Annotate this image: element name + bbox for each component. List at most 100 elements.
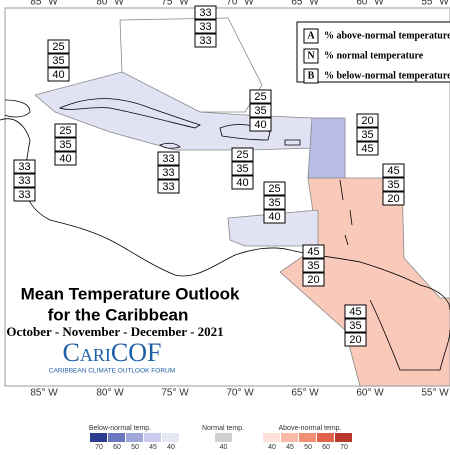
probability: 35 [361, 129, 373, 141]
probability: 25 [254, 91, 266, 103]
colorbar-swatch [215, 433, 232, 442]
longitude-label: 85° W [30, 388, 58, 399]
coastline [159, 142, 181, 149]
logo-tagline: CARIBBEAN CLIMATE OUTLOOK FORUM [49, 368, 175, 375]
region [227, 209, 319, 247]
longitude-label: 85° W [30, 0, 58, 8]
key-letter: N [307, 50, 315, 61]
probability: 33 [199, 21, 211, 33]
coastline [339, 179, 353, 246]
probability: 33 [162, 167, 174, 179]
probability-cell [194, 19, 217, 34]
probability: 40 [236, 177, 248, 189]
probability-cell [13, 159, 36, 174]
longitude-label: 60° W [356, 0, 384, 8]
longitude-label: 60° W [356, 388, 384, 399]
probability-cell [344, 332, 367, 347]
key-text: % below-normal temperature [324, 70, 450, 81]
colorbar-swatch [263, 433, 280, 442]
probability-cell [13, 173, 36, 188]
probability: 35 [349, 320, 361, 332]
longitude-label: 70° W [226, 388, 254, 399]
coastline [4, 99, 31, 118]
probability-cell [47, 53, 70, 68]
colorbar-title: Normal temp. [202, 425, 244, 432]
coastline [284, 139, 301, 146]
colorbar-tick: 45 [286, 444, 294, 450]
colorbar-swatch [126, 433, 143, 442]
probability-cell [231, 147, 254, 162]
probability-cell [302, 272, 325, 287]
coastline [219, 124, 271, 141]
probability: 25 [59, 125, 71, 137]
colorbar-tick: 40 [220, 444, 228, 450]
probability: 35 [254, 105, 266, 117]
probability-cell [157, 151, 180, 166]
probability: 25 [236, 149, 248, 161]
probability: 33 [18, 189, 30, 201]
probability: 40 [52, 69, 64, 81]
longitude-label: 65° W [291, 0, 319, 8]
probability-cell [54, 137, 77, 152]
probability-cell [249, 103, 272, 118]
probability: 35 [236, 163, 248, 175]
colorbar-swatch [162, 433, 179, 442]
colorbar-tick: 70 [340, 444, 348, 450]
probability: 45 [307, 246, 319, 258]
longitude-label: 55° W [421, 388, 449, 399]
probability: 40 [254, 119, 266, 131]
probability-cell [249, 117, 272, 132]
probability: 45 [387, 165, 399, 177]
probability-cell [382, 163, 405, 178]
colorbar-title: Above-normal temp. [278, 425, 341, 432]
longitude-label: 75° W [161, 388, 189, 399]
probability-cell [231, 161, 254, 176]
probability-cell [194, 33, 217, 48]
probability-cell [194, 5, 217, 20]
colorbar-tick: 70 [95, 444, 103, 450]
probability: 20 [387, 193, 399, 205]
probability-cell [263, 209, 286, 224]
probability-cell [356, 141, 379, 156]
probability-cell [302, 258, 325, 273]
title: for the Caribbean [48, 305, 189, 324]
colorbar-swatch [317, 433, 334, 442]
probability: 33 [18, 161, 30, 173]
longitude-label: 65° W [291, 388, 319, 399]
probability: 40 [59, 153, 71, 165]
colorbar-swatch [335, 433, 352, 442]
longitude-label: 80° W [96, 0, 124, 8]
key-letter-box [303, 48, 319, 64]
probability: 33 [199, 7, 211, 19]
key-text: % above-normal temperature [324, 30, 450, 41]
probability: 35 [59, 139, 71, 151]
key-letter: A [307, 30, 315, 41]
colorbar-swatch [281, 433, 298, 442]
probability-cell [157, 165, 180, 180]
probability-cell [263, 195, 286, 210]
probability: 20 [361, 115, 373, 127]
colorbar-tick: 50 [131, 444, 139, 450]
probability-cell [263, 181, 286, 196]
probability-cell [356, 127, 379, 142]
probability: 33 [162, 153, 174, 165]
probability: 20 [349, 334, 361, 346]
probability: 33 [199, 35, 211, 47]
probability: 25 [268, 183, 280, 195]
probability-cell [344, 304, 367, 319]
probability: 35 [387, 179, 399, 191]
probability: 33 [18, 175, 30, 187]
colorbar-swatch [108, 433, 125, 442]
probability-cell [249, 89, 272, 104]
key-letter: B [308, 70, 315, 81]
key-box [296, 21, 450, 83]
probability-cell [382, 191, 405, 206]
probability: 33 [162, 181, 174, 193]
probability-cell [157, 179, 180, 194]
probability-cell [382, 177, 405, 192]
probability-cell [231, 175, 254, 190]
coastline [58, 98, 201, 129]
colorbar-tick: 60 [113, 444, 121, 450]
region [279, 177, 450, 387]
